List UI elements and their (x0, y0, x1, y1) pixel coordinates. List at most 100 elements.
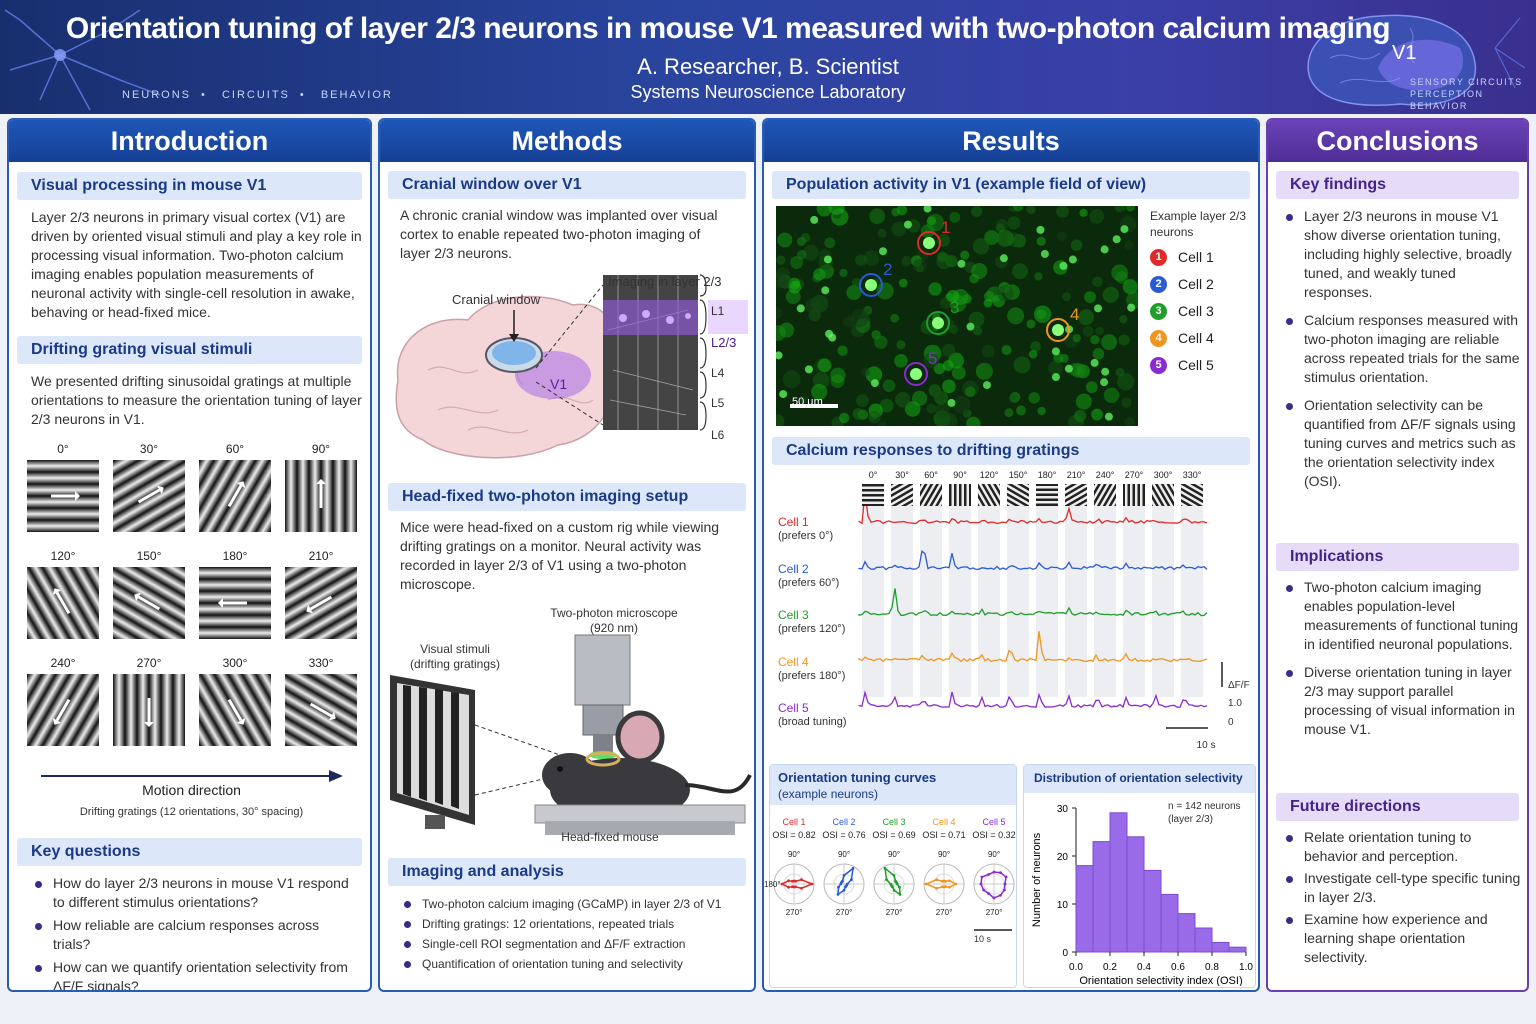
stimulus-angle-label: 270° (1124, 470, 1144, 480)
histogram-bar (1177, 913, 1196, 953)
section-text: We presented drifting sinusoidal grating… (31, 373, 362, 427)
grating-angle-label: 270° (136, 656, 162, 670)
stimulus-thumbnail (1181, 484, 1203, 506)
list-item: How reliable are calcium responses acros… (31, 916, 356, 954)
stimulus-thumbnail (1152, 484, 1174, 506)
trace-cell-name: Cell 3 (778, 608, 809, 622)
stimulus-angle-label: 150° (1008, 470, 1028, 480)
cell-marker-number: 3 (950, 298, 959, 317)
corner-tags: SENSORY CIRCUITS PERCEPTION BEHAVIOR (1410, 77, 1523, 111)
future-list: Relate orientation tuning to behavior an… (1282, 828, 1522, 967)
cell-legend-badge: 2 (1150, 276, 1167, 293)
stimulus-angle-label: 90° (953, 470, 967, 480)
grating-angle-label: 120° (50, 549, 76, 563)
section-text: Mice were head-fixed on a custom rig whi… (400, 519, 720, 592)
analysis-list: Two-photon calcium imaging (GCaMP) in la… (400, 894, 745, 974)
poster-title: Orientation tuning of layer 2/3 neurons … (65, 12, 1391, 45)
cell-marker-number: 2 (883, 260, 892, 279)
cell-legend-name: Cell 3 (1178, 303, 1214, 319)
section-title: Cranial window over V1 (388, 171, 746, 199)
section-title: Calcium responses to drifting gratings (772, 437, 1250, 465)
calcium-trace (858, 492, 1208, 525)
stimulus-angle-label: 60° (924, 470, 938, 480)
microscope-label: Two-photon microscope (550, 606, 678, 620)
cell-marker (904, 362, 928, 386)
list-item: Two-photon calcium imaging (GCaMP) in la… (400, 894, 745, 914)
brain-v1-label: V1 (1392, 42, 1417, 64)
stimulus-thumbnail (1007, 484, 1029, 506)
stimulus-period (1123, 492, 1145, 697)
histogram-bar (1075, 865, 1094, 953)
section-title: Drifting grating visual stimuli (17, 336, 362, 364)
trace-cell-name: Cell 5 (778, 701, 809, 715)
cell-marker (1046, 318, 1070, 342)
microscope-sub: (920 nm) (589, 621, 639, 635)
list-item: Relate orientation tuning to behavior an… (1282, 828, 1522, 866)
grating-stimulus (27, 567, 99, 639)
list-item: Examine how experience and learning shap… (1282, 910, 1522, 967)
trace-cell-pref: (prefers 0°) (778, 530, 834, 542)
osi-histogram: 0.0 0.2 0.4 0.6 0.8 1.0 0 10 20 30 Orientation sel… (1031, 804, 1253, 986)
list-item: Layer 2/3 neurons in mouse V1 show diver… (1282, 207, 1522, 302)
polar-label-bottom: 270° (885, 908, 903, 917)
stimulus-period (978, 492, 1000, 697)
osi-note: n = 142 neurons (layer 2/3) (1168, 801, 1241, 825)
imaging-rig-illustration (390, 634, 752, 835)
grating-angle-label: 60° (225, 442, 245, 456)
tuning-header (770, 765, 1016, 805)
cell-marker-number: 1 (941, 218, 950, 237)
polar-label-bottom: 270° (935, 908, 953, 917)
stimulus-angle-label: 0° (868, 470, 878, 480)
v1-label: V1 (550, 376, 568, 392)
polar-label-bottom: 270° (835, 908, 853, 917)
x-tick-label: 1.0 (1239, 962, 1253, 973)
y-tick-label: 20 (1057, 852, 1069, 863)
section-title: Population activity in V1 (example field… (772, 171, 1250, 199)
section-title: Implications (1276, 543, 1519, 571)
findings-list: Layer 2/3 neurons in mouse V1 show diver… (1282, 207, 1522, 491)
histogram-bar (1160, 893, 1179, 953)
stimulus-period (1181, 492, 1203, 697)
tuning-time-bar-line (974, 929, 1012, 931)
tag: CIRCUITS (221, 89, 290, 101)
stimulus-thumbnail (1094, 484, 1116, 506)
stimulus-period (1094, 492, 1116, 697)
motion-caption: Drifting gratings (12 orientations, 30° … (79, 806, 304, 818)
x-tick-label: 0.6 (1171, 962, 1185, 973)
polar-label-left: 180° (764, 880, 781, 889)
legend-title: Example layer 2/3 neurons (1150, 209, 1247, 239)
grating-stimulus (113, 567, 185, 639)
polar-label-bottom: 270° (785, 908, 803, 917)
stimuli-sub: (drifting gratings) (409, 657, 501, 671)
implications-list: Two-photon calcium imaging enables popul… (1282, 578, 1522, 739)
stimulus-thumbnail (1123, 484, 1145, 506)
tuning-panel (769, 764, 1017, 988)
motion-label: Motion direction (142, 782, 241, 798)
histogram-bar (1194, 927, 1213, 953)
time-bar-label: 10 s (1196, 740, 1216, 751)
section-title: Key questions (17, 838, 362, 866)
cell-legend-badge: 4 (1150, 330, 1167, 347)
field-of-view-image: 1 2 3 4 5 (776, 206, 1138, 426)
stimulus-thumbnail (1065, 484, 1087, 506)
header-tags: NEURONS • CIRCUITS • BEHAVIOR (122, 89, 393, 101)
stimulus-period (949, 492, 971, 697)
results-column: Results Population activity in V1 (examp… (762, 118, 1260, 992)
calcium-trace (858, 549, 1208, 571)
list-item: Quantification of orientation tuning and… (400, 954, 745, 974)
polar-osi: OSI = 0.76 (822, 830, 866, 840)
osi-title: Distribution of orientation selectivity (1034, 771, 1243, 785)
cell-legend-badge: 1 (1150, 249, 1167, 266)
list-item: Calcium responses measured with two-phot… (1282, 311, 1522, 387)
cell-legend-name: Cell 2 (1178, 276, 1214, 292)
polar-cell-name: Cell 3 (882, 817, 906, 827)
polar-label-bottom: 270° (985, 908, 1003, 917)
list-item: Two-photon calcium imaging enables popul… (1282, 578, 1522, 654)
tag: NEURONS (122, 89, 192, 101)
polar-osi: OSI = 0.71 (922, 830, 966, 840)
scale-bar-label: 50 µm (792, 396, 823, 408)
polar-label-top: 90° (787, 850, 801, 859)
motion-arrow (41, 770, 343, 782)
y-tick-label: 0 (1062, 948, 1068, 959)
grating-angle-label: 90° (311, 442, 331, 456)
